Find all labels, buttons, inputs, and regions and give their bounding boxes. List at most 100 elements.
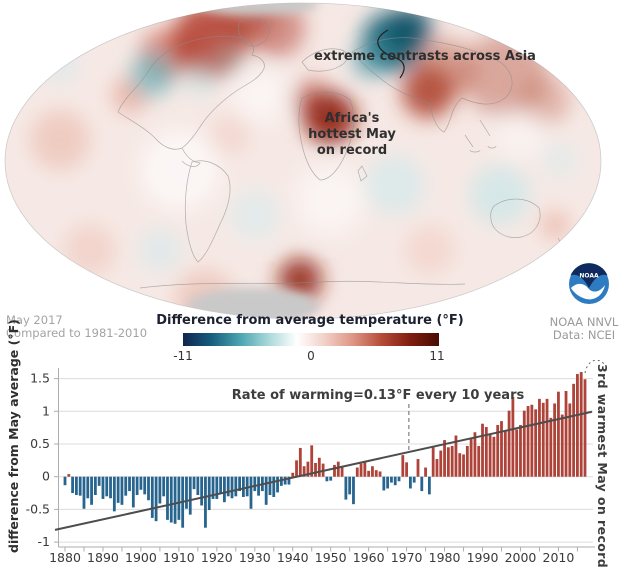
bar-2008 [549, 417, 553, 477]
bar-1977 [431, 447, 435, 477]
bar-1916 [200, 476, 204, 506]
legend-min-label: -11 [173, 349, 193, 363]
africa-annotation-line3: on record [317, 143, 387, 158]
bar-1964 [382, 476, 386, 491]
bar-1955 [348, 476, 352, 495]
bar-1909 [173, 476, 177, 524]
bar-1999 [515, 429, 519, 477]
data-credits: NOAA NNVL Data: NCEI [548, 316, 620, 342]
bar-1968 [397, 476, 401, 482]
bar-1881 [67, 474, 71, 477]
bar-1970 [405, 462, 409, 477]
bar-1992 [488, 434, 492, 477]
bar-1946 [314, 462, 317, 477]
bar-1883 [74, 476, 78, 496]
bar-1986 [465, 445, 469, 477]
bar-2014 [572, 383, 576, 477]
x-tick-label: 1950 [315, 550, 347, 565]
bar-1988 [473, 432, 477, 477]
x-tick-label: 1910 [163, 550, 195, 565]
globe: extreme contrasts across Asia Africa's h… [4, 2, 602, 320]
bar-1984 [458, 453, 462, 477]
bar-1994 [496, 425, 500, 477]
bar-1929 [249, 476, 253, 509]
bar-1967 [393, 476, 397, 486]
bar-1974 [420, 476, 424, 492]
bar-1888 [93, 476, 97, 496]
bar-1951 [333, 464, 336, 477]
bar-1979 [439, 450, 443, 477]
bar-1960 [367, 470, 371, 477]
bar-1931 [257, 476, 260, 496]
bar-1919 [211, 476, 215, 499]
bar-1921 [219, 476, 223, 494]
y-tick-label: -1 [38, 534, 50, 549]
bar-1998 [511, 396, 515, 477]
legend-max-label: 11 [429, 349, 445, 363]
map-period-caption: May 2017 Compared to 1981-2010 [6, 314, 147, 340]
bar-1895 [120, 476, 124, 505]
bar-1941 [295, 460, 298, 477]
bar-1930 [253, 476, 257, 492]
bar-2005 [538, 398, 541, 477]
noaa-logo: NOAA [569, 263, 609, 304]
bar-1996 [503, 430, 507, 477]
y-tick-label: -0.5 [26, 501, 50, 516]
bar-1907 [166, 476, 169, 520]
bar-1952 [336, 461, 340, 477]
bar-1885 [82, 476, 86, 509]
bar-2012 [564, 391, 568, 477]
bar-1915 [196, 476, 200, 496]
bar-1939 [287, 476, 291, 485]
bar-1900 [139, 476, 143, 490]
bar-1944 [306, 461, 310, 477]
bar-2013 [568, 403, 572, 477]
noaa-logo-swoosh [571, 283, 605, 300]
noaa-logo-fan [570, 263, 608, 288]
x-tick-label: 2000 [505, 550, 537, 565]
x-tick-label: 1940 [277, 550, 309, 565]
bar-1945 [310, 445, 314, 477]
x-tick-label: 1900 [125, 550, 157, 565]
bar-1935 [272, 476, 276, 497]
bar-2009 [553, 403, 557, 477]
bar-2001 [522, 410, 526, 477]
bar-1995 [500, 421, 503, 477]
bar-1905 [158, 476, 162, 504]
bar-2011 [560, 414, 564, 477]
bar-1880 [63, 476, 67, 486]
bar-2003 [530, 404, 534, 477]
bar-1886 [86, 476, 90, 499]
credit-line1: NOAA NNVL [549, 315, 619, 329]
bar-1892 [109, 476, 112, 499]
bar-1928 [245, 476, 249, 497]
bar-2006 [541, 402, 545, 477]
bar-1966 [390, 476, 393, 483]
bar-1904 [154, 476, 158, 522]
bar-1965 [386, 476, 390, 489]
y-tick-label: 1.5 [30, 371, 50, 386]
bar-1910 [177, 476, 181, 520]
bar-1922 [223, 476, 226, 503]
legend-colorbar [183, 333, 439, 346]
bar-1942 [298, 447, 302, 477]
bar-1957 [355, 467, 359, 477]
africa-annotation-line1: Africa's [325, 111, 380, 126]
bar-1936 [276, 476, 279, 493]
bar-1918 [207, 476, 211, 511]
bar-1914 [192, 476, 196, 490]
bar-2010 [557, 391, 560, 477]
bar-1982 [450, 445, 454, 477]
bar-1908 [169, 476, 173, 523]
bar-1980 [443, 440, 446, 477]
bar-1976 [427, 476, 431, 495]
legend-mid-label: 0 [307, 349, 315, 363]
bar-1890 [101, 476, 105, 499]
bar-1954 [344, 476, 348, 500]
y-tick-label: 1 [42, 403, 50, 418]
bar-1901 [143, 476, 147, 495]
bar-1971 [409, 476, 412, 489]
bar-1898 [131, 476, 135, 508]
